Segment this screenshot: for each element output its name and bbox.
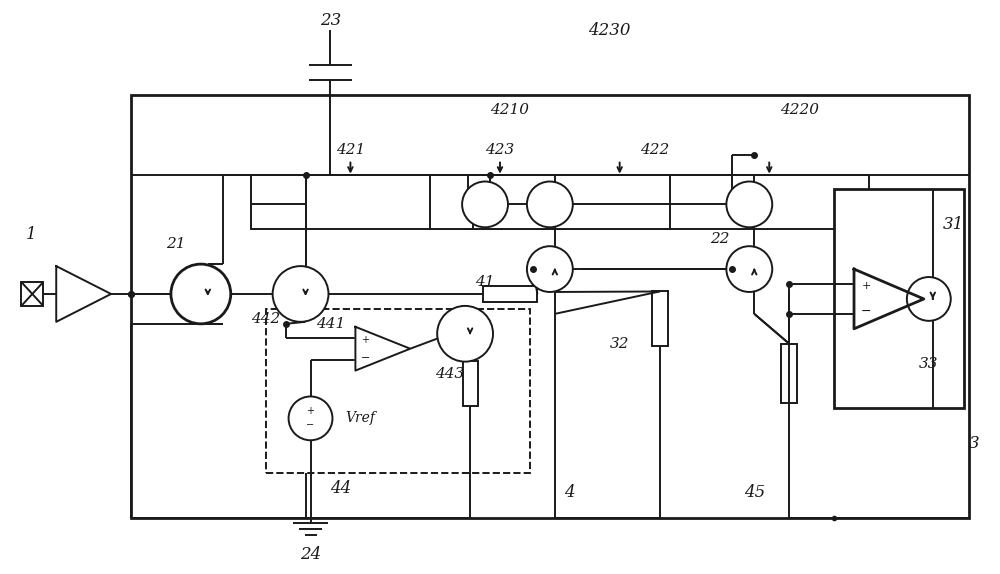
Polygon shape: [854, 269, 924, 329]
Text: −: −: [361, 352, 370, 363]
Text: 1: 1: [26, 226, 37, 243]
Text: 4220: 4220: [780, 103, 819, 117]
Circle shape: [289, 397, 332, 440]
Bar: [266, 309, 530, 473]
Text: 45: 45: [744, 484, 765, 502]
Text: 3: 3: [968, 435, 979, 452]
Text: 421: 421: [336, 143, 365, 157]
Text: 32: 32: [610, 337, 629, 351]
Text: −: −: [861, 305, 871, 319]
Text: +: +: [307, 406, 315, 416]
Bar: [21, 282, 43, 306]
Circle shape: [726, 181, 772, 227]
Text: 44: 44: [330, 479, 351, 497]
Text: 422: 422: [640, 143, 669, 157]
Circle shape: [273, 266, 328, 322]
Text: +: +: [861, 281, 871, 291]
Text: 22: 22: [710, 232, 729, 246]
Polygon shape: [355, 327, 410, 371]
Text: +: +: [361, 335, 369, 345]
Circle shape: [437, 306, 493, 362]
Text: 33: 33: [919, 356, 939, 371]
Bar: [251, 174, 869, 229]
Bar: [652, 292, 668, 346]
Bar: [131, 95, 969, 518]
Text: 441: 441: [316, 317, 345, 331]
Bar: [781, 344, 797, 404]
Text: 21: 21: [166, 237, 186, 251]
Text: 31: 31: [943, 216, 964, 233]
Circle shape: [527, 246, 573, 292]
Text: 23: 23: [320, 12, 341, 29]
Circle shape: [907, 277, 951, 321]
Text: 442: 442: [251, 312, 280, 326]
Text: 24: 24: [300, 546, 321, 563]
Text: 4: 4: [564, 484, 575, 502]
Circle shape: [462, 181, 508, 227]
Circle shape: [726, 246, 772, 292]
Text: 443: 443: [436, 367, 465, 381]
Circle shape: [171, 264, 231, 324]
Text: 423: 423: [485, 143, 515, 157]
Text: Vref: Vref: [345, 412, 375, 425]
Circle shape: [527, 181, 573, 227]
Bar: [430, 174, 670, 229]
Text: −: −: [306, 420, 315, 430]
Polygon shape: [56, 266, 111, 322]
Bar: [463, 361, 478, 406]
Bar: [483, 286, 537, 302]
Text: 4210: 4210: [490, 103, 529, 117]
Text: 41: 41: [475, 275, 495, 289]
Bar: [834, 189, 964, 409]
Text: 4230: 4230: [588, 22, 631, 39]
